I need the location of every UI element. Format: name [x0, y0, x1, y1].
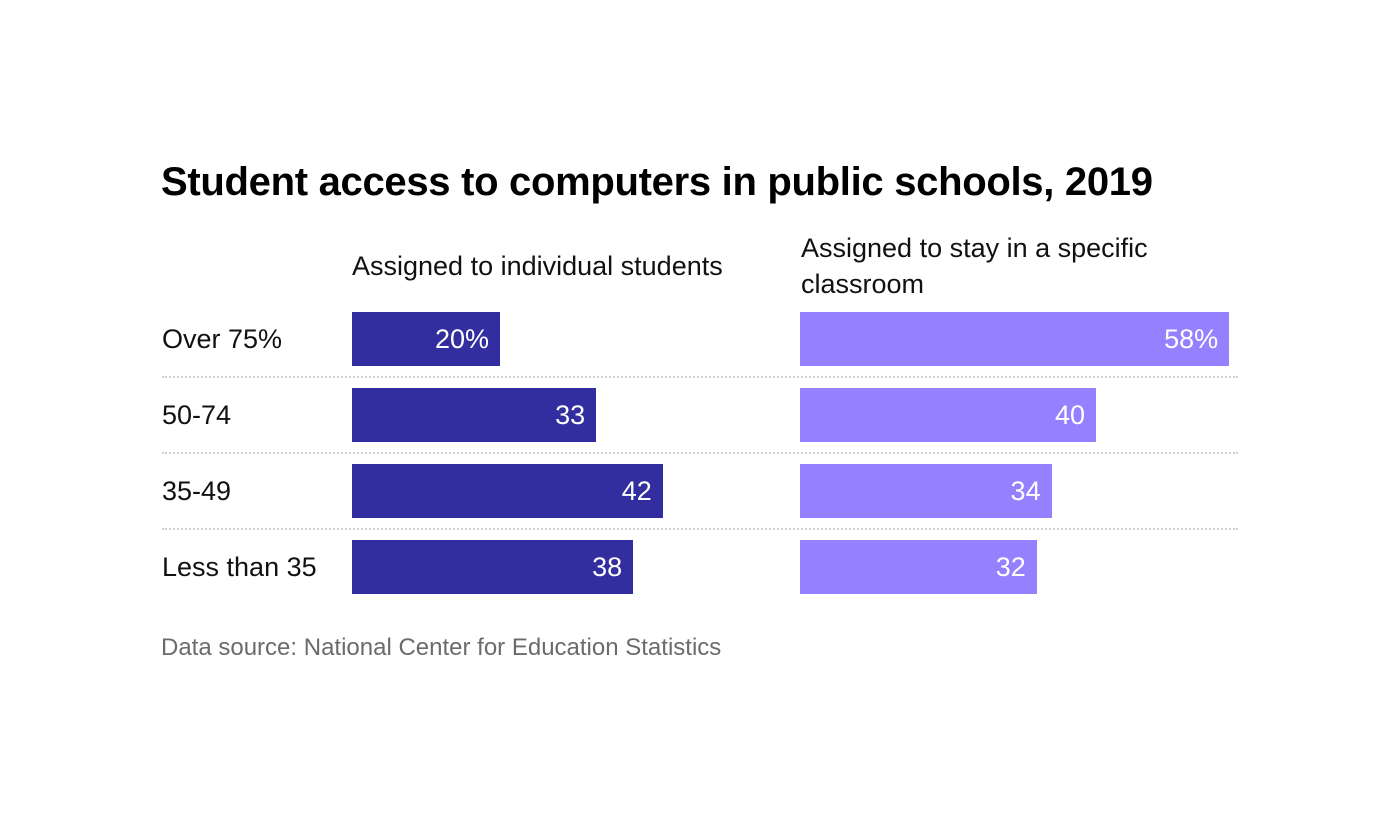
bar-value-label: 42 — [621, 476, 652, 506]
row-divider — [162, 528, 1238, 530]
series-header-individual: Assigned to individual students — [352, 251, 723, 281]
bar-individual — [352, 312, 500, 366]
category-label: Less than 35 — [162, 552, 317, 582]
bar-classroom — [800, 540, 1037, 594]
bar-classroom — [800, 388, 1096, 442]
category-label: Over 75% — [162, 324, 283, 354]
chart-title: Student access to computers in public sc… — [161, 160, 1153, 204]
bar-value-label: 58% — [1164, 324, 1219, 354]
bar-individual — [352, 464, 663, 518]
category-label: 50-74 — [162, 400, 232, 430]
data-source-note: Data source: National Center for Educati… — [161, 634, 722, 661]
bar-value-label: 33 — [555, 400, 586, 430]
bar-value-label: 20% — [434, 324, 489, 354]
bar-individual — [352, 388, 597, 442]
category-label: 35-49 — [162, 476, 232, 506]
bar-individual — [352, 540, 634, 594]
series-header-classroom: Assigned to stay in a specific classroom — [801, 233, 1148, 299]
bar-value-label: 38 — [592, 552, 623, 582]
bar-value-label: 32 — [995, 552, 1026, 582]
row-divider — [162, 376, 1238, 378]
bar-value-label: 34 — [1010, 476, 1041, 506]
bar-classroom — [800, 464, 1052, 518]
bar-value-label: 40 — [1054, 400, 1085, 430]
bar-classroom — [800, 312, 1230, 366]
row-divider — [162, 452, 1238, 454]
